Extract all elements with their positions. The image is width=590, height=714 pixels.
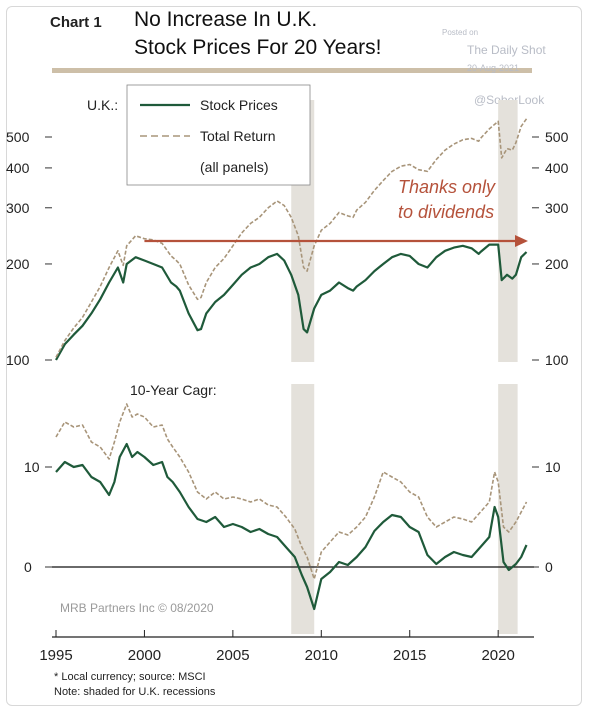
legend-box	[126, 84, 311, 186]
panel-label-top: U.K.:	[87, 97, 118, 113]
bottom-series-stock-prices	[55, 442, 528, 611]
series-lines	[55, 118, 528, 611]
annotation-arrow-head	[515, 235, 528, 248]
watermark-date: 20-Aug-2021	[467, 63, 520, 73]
recession-band-top-1	[498, 100, 518, 362]
legend: Stock Prices Total Return (all panels)	[126, 84, 311, 186]
ytick-label-right-top-1: 400	[545, 160, 569, 176]
legend-note: (all panels)	[200, 159, 268, 175]
xtick-label-2: 2005	[216, 647, 249, 664]
top-series-stock-prices	[55, 243, 528, 361]
chart-title-line-1: No Increase In U.K.	[134, 8, 318, 31]
ytick-label-right-top-0: 500	[545, 129, 569, 145]
title-underline-rule	[52, 68, 532, 73]
ytick-label-left-top-2: 300	[6, 200, 30, 216]
chart-title-line-2: Stock Prices For 20 Years!	[134, 36, 382, 59]
ytick-label-left-bottom-0: 10	[24, 459, 40, 475]
chart-frame	[6, 6, 582, 706]
ytick-label-right-bottom-1: 0	[545, 559, 553, 575]
panel-label-bottom: 10-Year Cagr:	[130, 382, 217, 398]
annotation-line-2: to dividends	[398, 202, 494, 222]
xtick-label-3: 2010	[305, 647, 338, 664]
xtick-label-1: 2000	[128, 647, 161, 664]
ytick-label-left-bottom-1: 0	[24, 559, 32, 575]
annotations	[144, 235, 528, 248]
ytick-label-left-top-4: 100	[6, 352, 30, 368]
bottom-series-total-return	[55, 403, 528, 580]
watermark-source: The Daily Shot	[467, 43, 546, 57]
legend-label-stock: Stock Prices	[200, 97, 278, 113]
recession-band-bottom-1	[498, 384, 518, 634]
ytick-label-right-top-4: 100	[545, 352, 569, 368]
ytick-label-right-top-3: 200	[545, 256, 569, 272]
xtick-label-5: 2020	[481, 647, 514, 664]
watermark-posted-on: Posted on	[442, 28, 479, 37]
ytick-label-left-top-1: 400	[6, 160, 30, 176]
footnote-shading: Note: shaded for U.K. recessions	[54, 686, 216, 698]
annotation-line-1: Thanks only	[398, 177, 496, 197]
xtick-label-4: 2015	[393, 647, 426, 664]
chart-number-label: Chart 1	[50, 14, 102, 31]
recession-band-bottom-0	[291, 384, 315, 634]
footnote-source: * Local currency; source: MSCI	[54, 671, 206, 683]
ytick-label-right-top-2: 300	[545, 200, 569, 216]
xtick-label-0: 1995	[39, 647, 72, 664]
top-series-total-return	[55, 118, 528, 358]
ytick-label-left-top-3: 200	[6, 256, 30, 272]
legend-label-total-return: Total Return	[200, 128, 275, 144]
ytick-label-right-bottom-0: 10	[545, 459, 561, 475]
ytick-label-left-top-0: 500	[6, 129, 30, 145]
credit-text: MRB Partners Inc © 08/2020	[60, 601, 214, 615]
